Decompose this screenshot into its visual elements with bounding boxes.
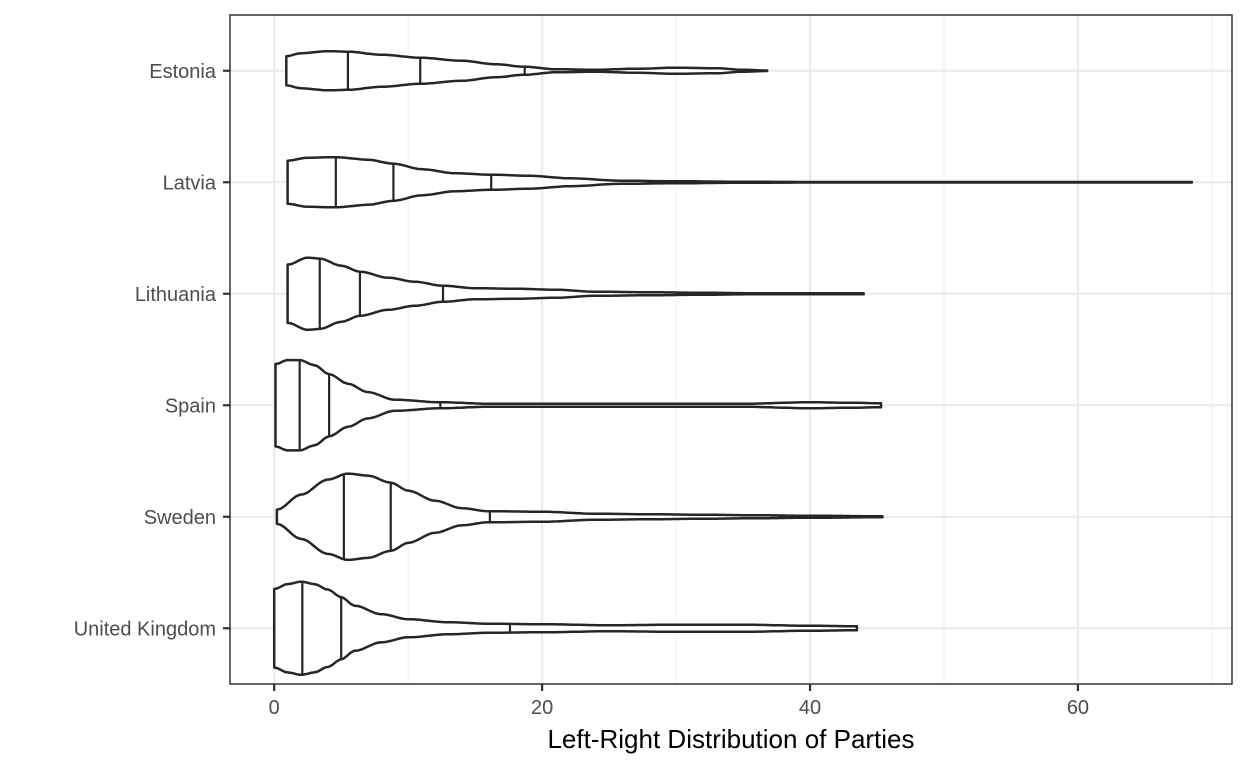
y-tick-label: Lithuania	[135, 284, 217, 306]
x-tick-label: 0	[269, 697, 280, 719]
x-tick-label: 40	[799, 697, 821, 719]
violin-shape	[274, 358, 883, 452]
violin-shape	[286, 155, 1194, 209]
violin-layer	[272, 49, 1194, 677]
violin-shape	[272, 580, 859, 677]
violin-shape	[275, 472, 884, 562]
y-tick-label: Spain	[165, 395, 216, 417]
y-axis: United Kingdom Sweden Spain Lithuania Latvia…	[74, 61, 230, 640]
violin-shape	[285, 49, 769, 92]
x-tick-label: 20	[531, 697, 553, 719]
major-grid	[230, 15, 1232, 684]
x-axis: 0 20 40 60	[269, 684, 1089, 719]
minor-grid	[407, 15, 1213, 684]
x-tick-label: 60	[1067, 697, 1089, 719]
violin-estonia	[285, 49, 769, 92]
y-tick-label: Latvia	[163, 172, 217, 194]
y-tick-label: Sweden	[144, 507, 216, 529]
y-tick-label: Estonia	[149, 61, 217, 83]
violin-sweden	[275, 472, 884, 562]
x-axis-title: Left-Right Distribution of Parties	[547, 724, 914, 754]
violin-latvia	[286, 155, 1194, 209]
violin-united-kingdom	[272, 580, 859, 677]
y-tick-label: United Kingdom	[74, 618, 216, 640]
violin-spain	[274, 358, 883, 452]
violin-lithuania	[286, 256, 865, 332]
violin-shape	[286, 256, 865, 332]
panel-border	[229, 14, 1233, 685]
